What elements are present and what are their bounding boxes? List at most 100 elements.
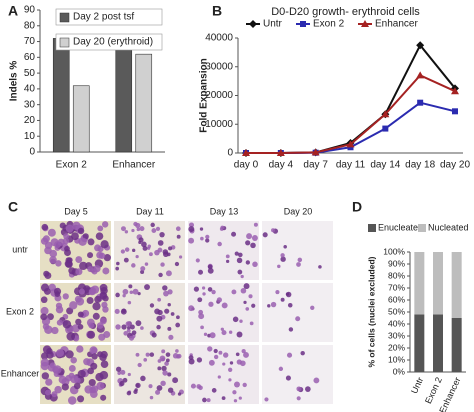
- legend-box: [55, 33, 163, 51]
- cell: [283, 245, 287, 249]
- cell: [59, 222, 66, 229]
- cell: [151, 332, 157, 338]
- cell: [277, 264, 281, 269]
- bar: [115, 44, 133, 153]
- y-tick-label: 80: [24, 20, 36, 31]
- cell: [217, 241, 222, 247]
- cell: [175, 226, 181, 232]
- cell: [94, 244, 101, 252]
- y-tick-label: 0: [29, 147, 35, 158]
- cell: [102, 295, 109, 302]
- cell: [200, 325, 204, 330]
- cell: [139, 226, 145, 232]
- cell: [175, 322, 181, 328]
- cell: [160, 380, 166, 387]
- cell: [234, 251, 239, 256]
- cell: [222, 362, 226, 366]
- cell: [63, 233, 70, 240]
- series-line: [246, 43, 456, 154]
- y-tick-label: 70: [24, 36, 36, 47]
- marker: [249, 20, 257, 28]
- cell: [44, 241, 53, 250]
- cell: [149, 303, 155, 308]
- cell: [167, 326, 172, 331]
- y-tick-label: 20%: [388, 342, 405, 352]
- cell: [262, 232, 268, 238]
- marker: [452, 108, 458, 115]
- cell: [78, 288, 85, 295]
- cell: [97, 225, 104, 232]
- y-tick-label: 40%: [388, 318, 405, 328]
- cell: [217, 375, 221, 379]
- y-tick-label: 60%: [388, 294, 405, 304]
- cell: [94, 295, 102, 303]
- y-tick-label: 40: [24, 84, 36, 95]
- cell: [42, 235, 50, 243]
- cell: [232, 316, 239, 323]
- cell: [75, 256, 83, 264]
- y-axis-label: Indels %: [9, 61, 20, 102]
- micrograph: [114, 221, 185, 280]
- cell: [127, 372, 131, 377]
- cell: [175, 349, 179, 353]
- legend-label: Nucleated: [428, 222, 469, 232]
- cell: [47, 228, 56, 237]
- cell: [140, 266, 146, 272]
- legend-box: [55, 8, 163, 26]
- y-tick-label: 90: [24, 5, 36, 16]
- cell: [159, 231, 165, 238]
- cell: [122, 293, 126, 298]
- cell: [51, 391, 58, 398]
- cell: [115, 366, 122, 372]
- cell: [74, 295, 82, 303]
- bar: [52, 38, 70, 153]
- cell: [300, 350, 305, 356]
- x-tick-label: Exon 2: [56, 160, 88, 171]
- cell: [198, 269, 204, 275]
- y-tick-label: 50: [24, 68, 36, 79]
- cell: [155, 389, 161, 395]
- cell: [40, 313, 48, 321]
- x-tick-label: day 4: [269, 160, 294, 171]
- cell: [161, 349, 166, 354]
- cell: [75, 318, 82, 326]
- cell: [245, 240, 251, 246]
- legend-swatch: [59, 12, 70, 23]
- cell: [131, 228, 135, 233]
- x-tick-label: day 18: [405, 160, 435, 171]
- cell: [226, 259, 230, 264]
- cell: [65, 350, 74, 359]
- cell: [75, 268, 83, 276]
- cell: [296, 262, 301, 267]
- cell: [135, 352, 140, 357]
- cell: [127, 300, 132, 305]
- cell: [121, 324, 127, 330]
- cell: [55, 260, 62, 267]
- cell: [285, 292, 290, 296]
- cell: [150, 222, 155, 228]
- micrograph: [262, 283, 333, 342]
- micrograph: [262, 345, 333, 404]
- marker: [417, 99, 424, 106]
- y-tick-label: 0%: [393, 366, 406, 376]
- column-label: Day 5: [64, 206, 88, 216]
- cell: [40, 296, 48, 304]
- cell: [132, 248, 136, 253]
- marker: [416, 41, 425, 50]
- cell: [144, 284, 151, 291]
- cell: [296, 386, 302, 392]
- cell: [205, 234, 210, 239]
- cell: [53, 365, 62, 374]
- cell: [168, 334, 174, 340]
- cell: [135, 222, 141, 229]
- cell: [174, 261, 180, 267]
- cell: [164, 361, 169, 366]
- cell: [40, 358, 50, 367]
- cell: [157, 366, 162, 371]
- cell: [176, 234, 181, 239]
- cell: [218, 350, 223, 355]
- cell: [318, 265, 322, 269]
- cell: [77, 324, 84, 330]
- x-tick-label: Enhancer: [112, 160, 155, 171]
- micrograph: [188, 283, 259, 342]
